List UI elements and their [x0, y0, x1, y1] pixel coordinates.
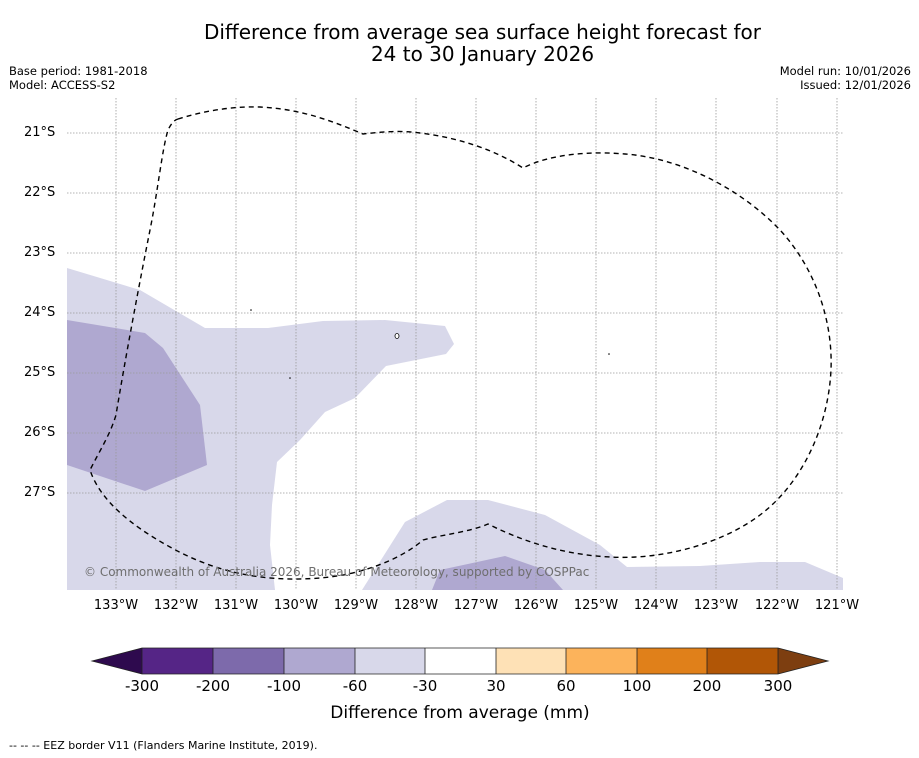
colorbar-bin — [425, 648, 496, 674]
colorbar-tick-label: 100 — [622, 677, 652, 695]
longitude-label: 121°W — [814, 598, 860, 613]
latitude-label: 21°S — [24, 125, 56, 140]
colorbar-tick-label: -60 — [342, 677, 368, 695]
longitude-label: 127°W — [453, 598, 499, 613]
island-marker — [250, 309, 252, 311]
colorbar-tick-label: -30 — [412, 677, 438, 695]
longitude-label: 122°W — [754, 598, 800, 613]
island-marker — [394, 333, 400, 339]
map-title-line1: Difference from average sea surface heig… — [203, 20, 762, 44]
longitude-label: 125°W — [573, 598, 619, 613]
latitude-label: 22°S — [24, 185, 56, 200]
longitude-label: 128°W — [393, 598, 439, 613]
colorbar-tick-label: -300 — [124, 677, 160, 695]
eez-border — [89, 106, 832, 580]
colorbar — [90, 647, 830, 675]
colorbar-tick-label: 200 — [692, 677, 722, 695]
latitude-label: 26°S — [24, 425, 56, 440]
colorbar-tick-label: -200 — [195, 677, 231, 695]
anomaly-region-south-medium — [432, 556, 563, 590]
colorbar-title: Difference from average (mm) — [330, 703, 590, 723]
longitude-label: 131°W — [213, 598, 259, 613]
model-run-label: Model run: 10/01/2026 — [779, 64, 911, 78]
latitude-gridlines — [67, 132, 843, 494]
colorbar-bin — [496, 648, 566, 674]
colorbar-tick-label: -100 — [266, 677, 302, 695]
longitude-label: 133°W — [93, 598, 139, 613]
island-marker — [608, 353, 610, 355]
longitude-label: 123°W — [693, 598, 739, 613]
colorbar-tick-label: 60 — [556, 677, 576, 695]
latitude-label: 23°S — [24, 245, 56, 260]
longitude-label: 130°W — [273, 598, 319, 613]
anomaly-region-west-light — [67, 268, 454, 590]
copyright-notice: © Commonwealth of Australia 2026, Bureau… — [84, 565, 590, 579]
colorbar-dividers — [141, 648, 779, 674]
colorbar-max-extension — [778, 648, 828, 674]
base-period-label: Base period: 1981-2018 — [9, 64, 148, 78]
latitude-label: 27°S — [24, 485, 56, 500]
longitude-label: 124°W — [633, 598, 679, 613]
latitude-label: 25°S — [24, 365, 56, 380]
eez-footnote: -- -- -- EEZ border V11 (Flanders Marine… — [9, 739, 318, 752]
colorbar-tick-label: 300 — [763, 677, 793, 695]
colorbar-bin — [566, 648, 637, 674]
issued-label: Issued: 12/01/2026 — [800, 78, 911, 92]
latitude-label: 24°S — [24, 305, 56, 320]
longitude-gridlines — [115, 98, 838, 590]
island-marker — [289, 377, 291, 379]
colorbar-bin — [355, 648, 425, 674]
colorbar-bin — [213, 648, 284, 674]
model-label: Model: ACCESS-S2 — [9, 78, 116, 92]
colorbar-bin — [284, 648, 355, 674]
longitude-label: 126°W — [513, 598, 559, 613]
colorbar-bin — [142, 648, 213, 674]
colorbar-min-extension — [92, 648, 142, 674]
longitude-label: 129°W — [333, 598, 379, 613]
colorbar-tick-label: 30 — [486, 677, 506, 695]
colorbar-bin — [637, 648, 707, 674]
colorbar-bin — [707, 648, 778, 674]
longitude-label: 132°W — [153, 598, 199, 613]
map-title-line2: 24 to 30 January 2026 — [370, 42, 595, 66]
